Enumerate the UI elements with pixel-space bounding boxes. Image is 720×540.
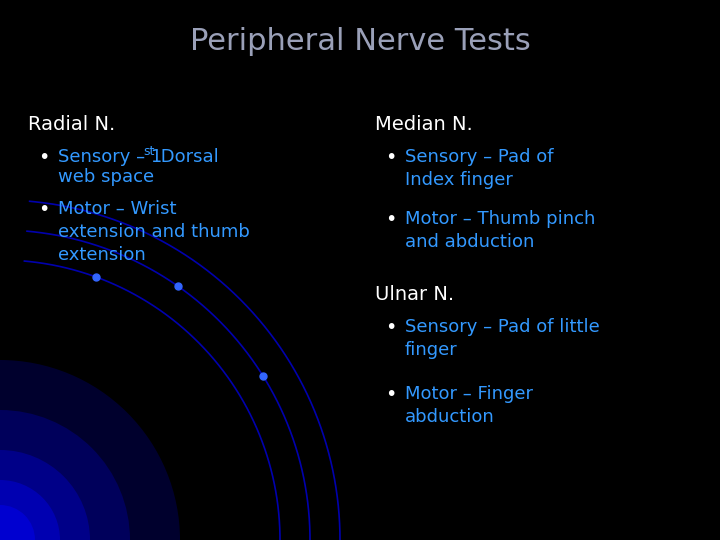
Text: Sensory – Pad of
Index finger: Sensory – Pad of Index finger bbox=[405, 148, 554, 189]
Text: •: • bbox=[38, 200, 50, 219]
Text: st: st bbox=[143, 145, 154, 158]
Ellipse shape bbox=[0, 450, 90, 540]
Text: Peripheral Nerve Tests: Peripheral Nerve Tests bbox=[189, 28, 531, 57]
Text: •: • bbox=[385, 210, 397, 229]
Text: •: • bbox=[385, 385, 397, 404]
Ellipse shape bbox=[0, 360, 180, 540]
Text: Motor – Finger
abduction: Motor – Finger abduction bbox=[405, 385, 533, 426]
Text: Ulnar N.: Ulnar N. bbox=[375, 285, 454, 304]
Ellipse shape bbox=[0, 480, 60, 540]
Text: Motor – Thumb pinch
and abduction: Motor – Thumb pinch and abduction bbox=[405, 210, 595, 251]
Ellipse shape bbox=[0, 505, 35, 540]
Text: Sensory – 1: Sensory – 1 bbox=[58, 148, 162, 166]
Text: •: • bbox=[38, 148, 50, 167]
Text: Radial N.: Radial N. bbox=[28, 115, 115, 134]
Ellipse shape bbox=[0, 410, 130, 540]
Text: web space: web space bbox=[58, 168, 154, 186]
Text: •: • bbox=[385, 148, 397, 167]
Text: Dorsal: Dorsal bbox=[155, 148, 219, 166]
Text: •: • bbox=[385, 318, 397, 337]
Text: Sensory – Pad of little
finger: Sensory – Pad of little finger bbox=[405, 318, 600, 359]
Text: Motor – Wrist
extension and thumb
extension: Motor – Wrist extension and thumb extens… bbox=[58, 200, 250, 264]
Text: Median N.: Median N. bbox=[375, 115, 473, 134]
